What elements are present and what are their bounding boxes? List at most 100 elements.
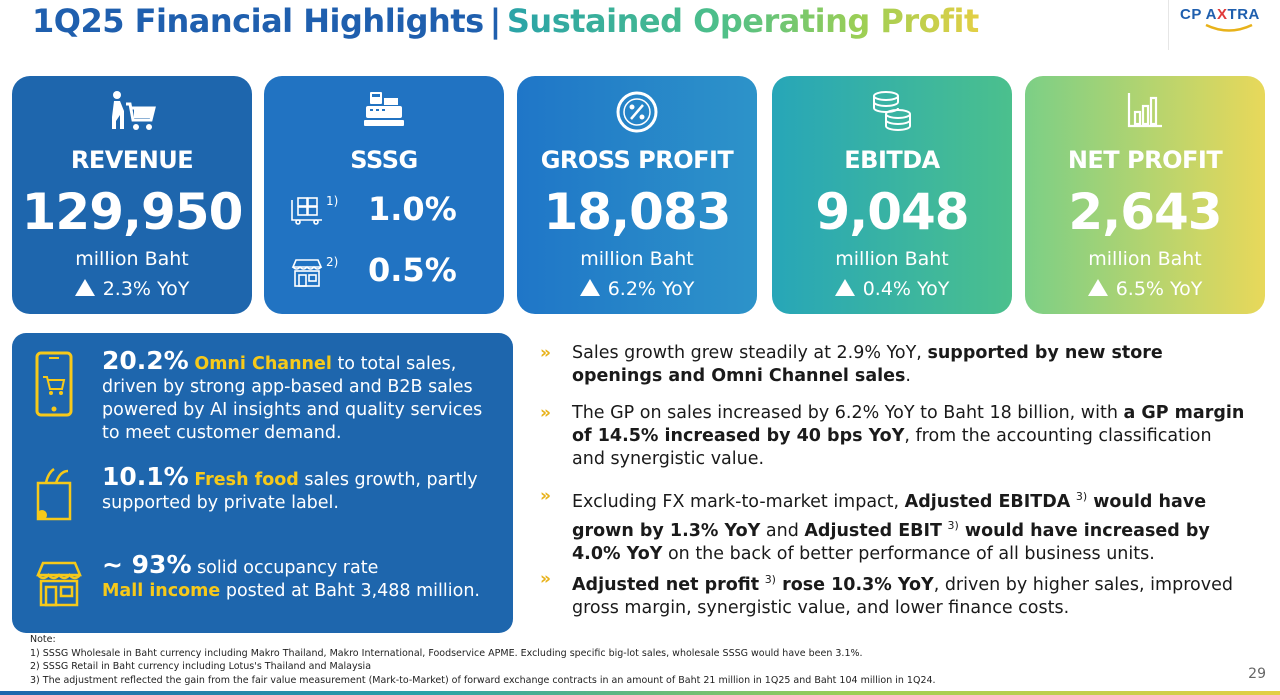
- revenue-value: 129,950: [21, 183, 244, 241]
- net-profit-unit: million Baht: [1088, 248, 1202, 270]
- sssg-note-1: 1): [326, 194, 339, 208]
- ebitda-label: EBITDA: [844, 146, 940, 174]
- logo-text-x: X: [1217, 6, 1228, 23]
- percent-coin-icon: [517, 90, 757, 134]
- cash-register-icon: [264, 90, 504, 134]
- omni-channel-number: 20.2%: [102, 346, 189, 375]
- sssg-retail-value: 0.5%: [368, 251, 457, 289]
- fresh-food-highlight: Fresh food: [194, 470, 299, 490]
- sssg-wholesale-row: 1) 1.0%: [264, 190, 504, 240]
- fresh-food-text: 10.1% Fresh food sales growth, partly su…: [102, 462, 499, 515]
- net-profit-value: 2,643: [1068, 183, 1222, 241]
- net-profit-label: NET PROFIT: [1067, 146, 1223, 174]
- net-profit-yoy: 6.5% YoY: [1025, 278, 1265, 300]
- logo-swoosh-icon: [1205, 23, 1253, 32]
- ebitda-yoy-text: 0.4% YoY: [862, 278, 950, 300]
- company-logo: CP AXTRA: [1170, 0, 1266, 50]
- omni-channel-highlight: Omni Channel: [194, 354, 332, 374]
- bullet-3-text-c: on the back of better performance of all…: [662, 543, 1155, 564]
- bullet-3-text-b: and: [760, 520, 805, 541]
- net-profit-card: NET PROFIT 2,643 million Baht 6.5% YoY: [1025, 76, 1265, 314]
- mall-income-desc: posted at Baht 3,488 million.: [220, 581, 480, 601]
- up-triangle-icon: [579, 279, 600, 296]
- chevron-icon: »: [540, 569, 551, 589]
- chevron-icon: »: [540, 343, 551, 363]
- bullet-3-note-b: 3): [947, 518, 959, 532]
- mall-income-highlight: Mall income: [102, 581, 221, 601]
- up-triangle-icon: [1087, 279, 1108, 296]
- fresh-food-number: 10.1%: [102, 462, 189, 491]
- revenue-label: REVENUE: [70, 146, 194, 174]
- bullet-3-bold-a: Adjusted EBITDA: [904, 491, 1071, 512]
- up-triangle-icon: [834, 279, 855, 296]
- gross-profit-unit: million Baht: [580, 248, 694, 270]
- bullet-3-text-a: Excluding FX mark-to-market impact,: [572, 491, 905, 512]
- bullet-4-bold-a: Adjusted net profit: [572, 574, 760, 595]
- footnote-2: 2) SSSG Retail in Baht currency includin…: [30, 661, 372, 672]
- mobile-shopping-icon: [34, 351, 74, 421]
- logo-text-a: CP A: [1180, 6, 1218, 23]
- bullet-3-note-a: 3): [1075, 490, 1088, 503]
- mall-store-icon: [34, 559, 84, 613]
- page-number: 29: [1248, 666, 1266, 682]
- page-title: 1Q25 Financial Highlights | Sustained Oper…: [32, 2, 979, 40]
- chevron-icon: »: [540, 486, 551, 506]
- wholesale-pallet-icon: [290, 196, 324, 230]
- occupancy-number: ~ 93%: [102, 550, 192, 579]
- footnote-1: 1) SSSG Wholesale in Baht currency inclu…: [30, 647, 863, 659]
- bullet-2-bold: a GP margin of 14.5% increased by 40 bps…: [572, 403, 1245, 446]
- title-subtitle: Sustained Operating Profit: [506, 2, 979, 40]
- ebitda-card: EBITDA 9,048 million Baht 0.4% YoY: [772, 76, 1012, 314]
- sssg-retail-row: 2) 0.5%: [264, 251, 504, 301]
- sssg-note-2: 2): [326, 255, 339, 269]
- bullet-4-bold-b: rose 10.3% YoY: [775, 574, 934, 595]
- ebitda-yoy: 0.4% YoY: [772, 278, 1012, 300]
- ebitda-unit: million Baht: [835, 248, 949, 270]
- bullet-1-bold: supported by new store openings and Omni…: [572, 343, 1163, 386]
- ebitda-value: 9,048: [815, 183, 969, 241]
- footnotes: Note: 1) SSSG Wholesale in Baht currency…: [30, 633, 936, 687]
- bar-chart-icon: [1025, 90, 1265, 134]
- highlights-panel: 20.2% Omni Channel to total sales, drive…: [12, 333, 513, 633]
- gross-profit-yoy-text: 6.2% YoY: [607, 278, 695, 300]
- bullet-4-note: 3): [764, 573, 776, 586]
- bottom-accent-bar: [0, 691, 1280, 695]
- fresh-food-desc: sales growth, partly supported by privat…: [102, 470, 478, 513]
- footnote-3: 3) The adjustment reflected the gain fro…: [30, 674, 936, 686]
- omni-channel-text: 20.2% Omni Channel to total sales, drive…: [102, 346, 499, 445]
- occupancy-desc: solid occupancy rate: [191, 558, 379, 578]
- logo-text-b: TRA: [1227, 6, 1260, 23]
- bullet-3-bold-d: would have increased by 4.0% YoY: [572, 520, 1210, 564]
- omni-channel-desc: to total sales, driven by strong app-bas…: [102, 354, 483, 443]
- bullet-2-text: The GP on sales increased by 6.2% YoY to…: [572, 403, 1124, 423]
- chevron-icon: »: [540, 403, 551, 423]
- bullet-3-bold-c: Adjusted EBIT: [804, 520, 942, 541]
- bullet-1-end: .: [905, 366, 911, 386]
- gross-profit-value: 18,083: [543, 183, 732, 241]
- up-triangle-icon: [74, 279, 95, 296]
- revenue-unit: million Baht: [75, 248, 189, 270]
- revenue-yoy: 2.3% YoY: [12, 278, 252, 300]
- gross-profit-label: GROSS PROFIT: [540, 146, 734, 174]
- footnote-heading: Note:: [30, 634, 56, 645]
- grocery-bag-icon: [34, 465, 74, 527]
- bullet-4-text: , driven by higher sales, improved gross…: [572, 574, 1233, 618]
- gross-profit-card: GROSS PROFIT 18,083 million Baht 6.2% Yo…: [517, 76, 757, 314]
- bullet-2-end: , from the accounting classification and…: [572, 426, 1212, 469]
- gross-profit-yoy: 6.2% YoY: [517, 278, 757, 300]
- title-separator: |: [489, 2, 502, 40]
- revenue-card: REVENUE 129,950 million Baht 2.3% YoY: [12, 76, 252, 314]
- title-main: 1Q25 Financial Highlights: [32, 2, 484, 40]
- sssg-label: SSSG: [350, 146, 418, 174]
- bullet-3-bold-b: would have grown by 1.3% YoY: [572, 491, 1207, 541]
- sssg-wholesale-value: 1.0%: [368, 190, 457, 228]
- bullet-1-text: Sales growth grew steadily at 2.9% YoY,: [572, 343, 928, 363]
- revenue-yoy-text: 2.3% YoY: [102, 278, 190, 300]
- logo-divider: [1168, 0, 1169, 50]
- retail-store-icon: [290, 257, 324, 293]
- sssg-card: SSSG 1) 1.0% 2) 0.5%: [264, 76, 504, 314]
- shopping-cart-icon: [12, 90, 252, 134]
- mall-income-text: ~ 93% solid occupancy rate Mall income po…: [102, 550, 499, 603]
- net-profit-yoy-text: 6.5% YoY: [1115, 278, 1203, 300]
- coin-stack-icon: [772, 90, 1012, 134]
